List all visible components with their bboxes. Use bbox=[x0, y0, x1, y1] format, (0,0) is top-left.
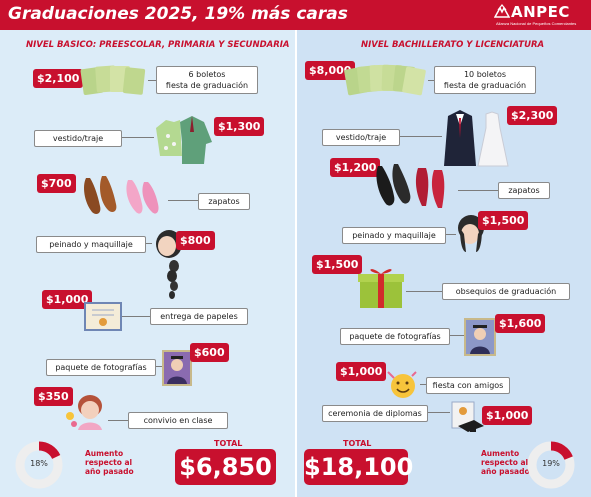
basic-photos-label: paquete de fotografías bbox=[46, 359, 156, 376]
basic-shoes-label: zapatos bbox=[198, 193, 250, 210]
higher-friends-price: $1,000 bbox=[336, 362, 387, 381]
connector bbox=[458, 190, 498, 191]
higher-clothes-label: vestido/traje bbox=[322, 129, 400, 146]
connector bbox=[450, 335, 464, 336]
higher-tickets-price: $8,000 bbox=[305, 61, 356, 80]
higher-shoes-label: zapatos bbox=[498, 182, 550, 199]
diploma-cap-icon bbox=[451, 401, 484, 432]
basic-tickets-label: 6 boletos fiesta de graduación bbox=[156, 66, 258, 94]
basic-hairstyle-price: $800 bbox=[176, 231, 215, 250]
page-title: Graduaciones 2025, 19% más caras bbox=[8, 4, 348, 24]
basic-increase-donut bbox=[15, 441, 63, 489]
party-emoji-icon bbox=[387, 371, 417, 398]
basic-total: $6,850 bbox=[175, 449, 276, 485]
logo-text: ANPEC bbox=[511, 3, 570, 21]
higher-ceremony-price: $1,000 bbox=[482, 406, 533, 425]
higher-hairstyle-price: $1,500 bbox=[478, 211, 529, 230]
photo-icon bbox=[464, 318, 496, 356]
basic-section-title: NIVEL BASICO: PREESCOLAR, PRIMARIA Y SEC… bbox=[26, 40, 290, 50]
connector bbox=[420, 384, 426, 385]
hairstyle-icon bbox=[156, 230, 182, 299]
tickets-icon bbox=[80, 65, 146, 96]
basic-clothes-label: vestido/traje bbox=[34, 130, 122, 147]
connector bbox=[400, 136, 442, 137]
logo-subtitle: Alianza Nacional de Pequeños Comerciante… bbox=[496, 21, 577, 26]
higher-tickets-label: 10 boletos fiesta de graduación bbox=[434, 66, 536, 94]
party-girl-icon bbox=[66, 395, 102, 430]
basic-increase-percent: 18% bbox=[30, 459, 48, 468]
logo-mark-icon bbox=[494, 4, 510, 18]
clothes-icon bbox=[156, 116, 212, 164]
basic-hairstyle-label: peinado y maquillaje bbox=[36, 236, 146, 253]
connector bbox=[428, 80, 434, 81]
panel-divider bbox=[295, 30, 297, 497]
basic-total-caption: TOTAL bbox=[214, 439, 243, 448]
basic-photos-price: $600 bbox=[190, 343, 229, 362]
hairstyle-icon bbox=[458, 215, 484, 252]
higher-photos-price: $1,600 bbox=[495, 314, 546, 333]
higher-hairstyle-label: peinado y maquillaje bbox=[342, 227, 446, 244]
higher-photos-label: paquete de fotografías bbox=[340, 328, 450, 345]
tickets-icon bbox=[344, 64, 426, 96]
basic-tickets-price: $2,100 bbox=[33, 69, 84, 88]
higher-gift-label: obsequios de graduación bbox=[442, 283, 570, 300]
connector bbox=[122, 137, 154, 138]
connector bbox=[146, 243, 152, 244]
connector bbox=[156, 366, 162, 367]
connector bbox=[446, 234, 456, 235]
higher-increase-donut bbox=[527, 441, 575, 489]
connector bbox=[148, 80, 156, 81]
connector bbox=[168, 200, 198, 201]
photo-icon bbox=[162, 350, 192, 386]
connector bbox=[428, 412, 450, 413]
anpec-logo: ANPEC Alianza Nacional de Pequeños Comer… bbox=[494, 3, 588, 27]
higher-increase-percent: 19% bbox=[542, 459, 560, 468]
basic-shoes-price: $700 bbox=[37, 174, 76, 193]
connector bbox=[406, 291, 442, 292]
shoes-icon bbox=[376, 164, 445, 208]
higher-clothes-price: $2,300 bbox=[507, 106, 558, 125]
basic-party-price: $350 bbox=[34, 387, 73, 406]
basic-clothes-price: $1,300 bbox=[214, 117, 265, 136]
suit-dress-icon bbox=[444, 110, 509, 167]
basic-diploma-label: entrega de papeles bbox=[150, 308, 248, 325]
header-bar: Graduaciones 2025, 19% más caras ANPEC A… bbox=[0, 0, 591, 30]
basic-diploma-price: $1,000 bbox=[42, 290, 93, 309]
connector bbox=[122, 316, 150, 317]
gift-icon bbox=[358, 269, 404, 308]
connector bbox=[108, 420, 128, 421]
higher-gift-price: $1,500 bbox=[312, 255, 363, 274]
higher-increase-text: Aumento respecto al año pasado bbox=[481, 449, 530, 476]
shoes-icon bbox=[84, 176, 159, 214]
higher-total: $18,100 bbox=[304, 449, 413, 485]
higher-friends-label: fiesta con amigos bbox=[426, 377, 510, 394]
higher-ceremony-label: ceremonia de diplomas bbox=[322, 405, 428, 422]
basic-increase-text: Aumento respecto al año pasado bbox=[85, 449, 134, 476]
higher-total-caption: TOTAL bbox=[343, 439, 372, 448]
higher-section-title: NIVEL BACHILLERATO Y LICENCIATURA bbox=[361, 40, 545, 50]
basic-party-label: convivio en clase bbox=[128, 412, 228, 429]
diploma-icon bbox=[84, 302, 122, 331]
higher-shoes-price: $1,200 bbox=[330, 158, 381, 177]
